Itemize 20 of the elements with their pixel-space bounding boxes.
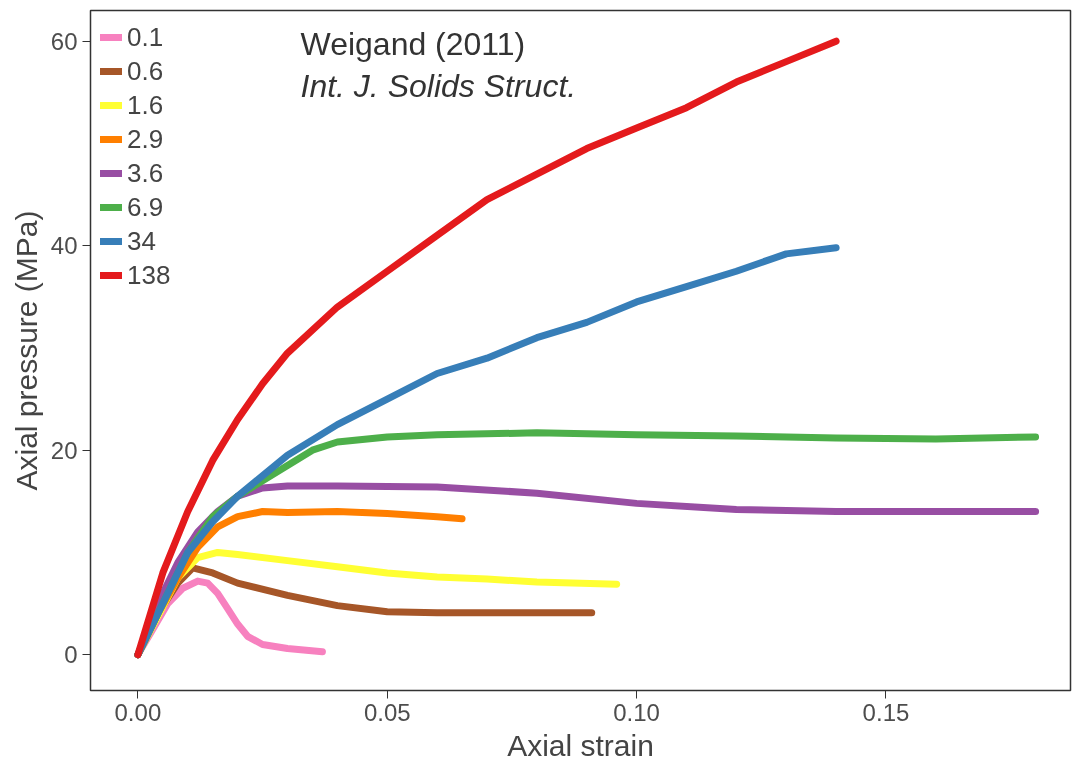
legend-label: 0.6 xyxy=(127,54,164,88)
y-tick-label: 20 xyxy=(50,436,78,464)
legend-label: 34 xyxy=(127,224,156,258)
y-tick-label: 60 xyxy=(50,27,78,55)
legend-label: 138 xyxy=(127,258,171,292)
legend-label: 0.1 xyxy=(127,20,164,54)
x-tick-label: 0.10 xyxy=(613,698,660,726)
legend-label: 3.6 xyxy=(127,156,164,190)
x-tick-label: 0.15 xyxy=(862,698,910,726)
legend-label: 6.9 xyxy=(127,190,164,224)
y-tick-label: 40 xyxy=(50,232,78,260)
legend-label: 2.9 xyxy=(127,122,164,156)
annotation: Weigand (2011) xyxy=(300,25,526,62)
y-tick-label: 0 xyxy=(64,641,78,669)
legend-label: 1.6 xyxy=(127,88,164,122)
y-axis-title: Axial pressure (MPa) xyxy=(9,210,43,491)
x-axis-title: Axial strain xyxy=(507,728,654,762)
annotation: Int. J. Solids Struct. xyxy=(300,67,577,104)
x-tick-label: 0.05 xyxy=(363,698,411,726)
x-tick-label: 0.00 xyxy=(114,698,162,726)
